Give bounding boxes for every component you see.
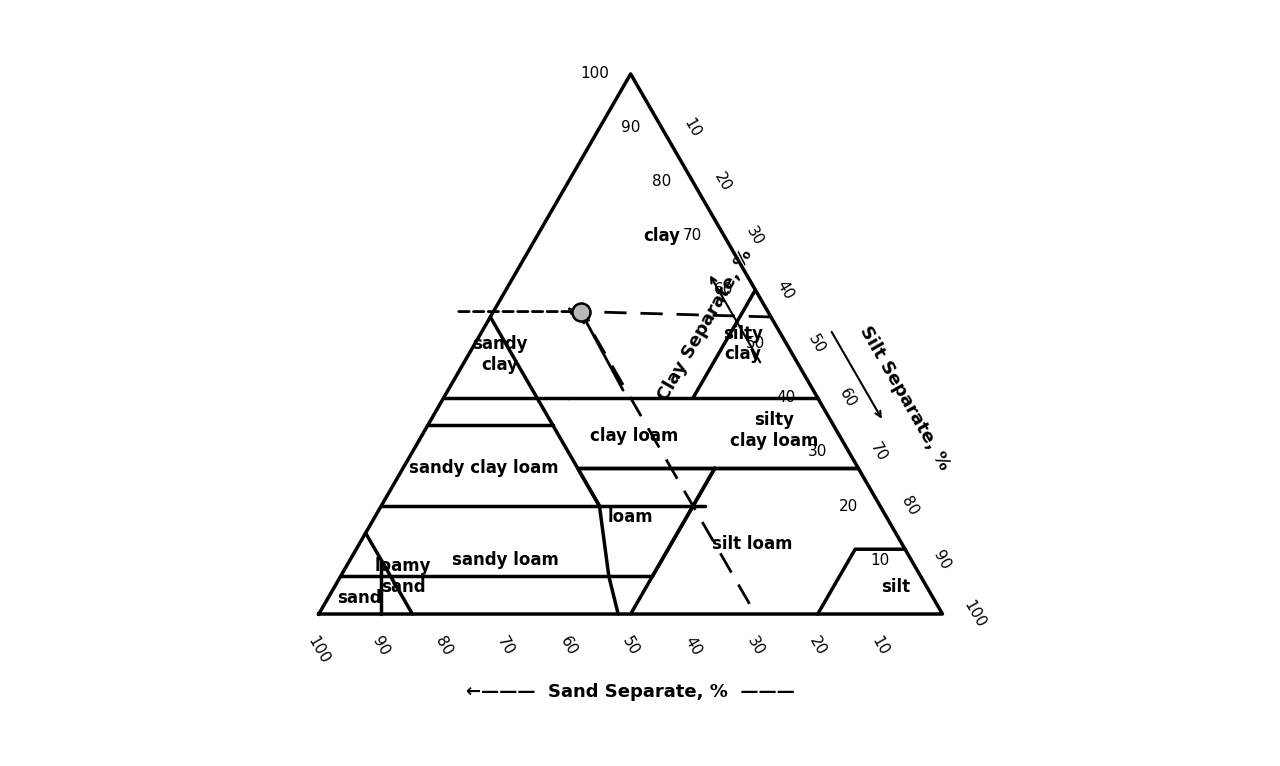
Text: clay: clay bbox=[644, 227, 681, 245]
Text: silt loam: silt loam bbox=[712, 535, 792, 553]
Text: 40: 40 bbox=[774, 278, 796, 302]
Text: sandy
clay: sandy clay bbox=[472, 336, 527, 374]
Text: sand: sand bbox=[337, 589, 381, 607]
Text: 80: 80 bbox=[433, 634, 454, 658]
Text: 60: 60 bbox=[557, 634, 580, 658]
Text: Silt Separate, %: Silt Separate, % bbox=[856, 322, 954, 473]
Text: 100: 100 bbox=[305, 634, 333, 666]
Text: 100: 100 bbox=[580, 67, 609, 81]
Text: 20: 20 bbox=[806, 634, 829, 658]
Text: 20: 20 bbox=[712, 170, 735, 194]
Text: silty
clay: silty clay bbox=[723, 325, 763, 363]
Text: 70: 70 bbox=[868, 440, 891, 464]
Text: 40: 40 bbox=[777, 391, 796, 405]
Text: 70: 70 bbox=[494, 634, 517, 658]
Text: 30: 30 bbox=[742, 224, 765, 248]
Text: 40: 40 bbox=[682, 634, 704, 658]
Text: 10: 10 bbox=[870, 552, 890, 568]
Text: 20: 20 bbox=[838, 499, 859, 513]
Text: 50: 50 bbox=[620, 634, 643, 658]
Text: 60: 60 bbox=[836, 386, 859, 410]
Text: sandy clay loam: sandy clay loam bbox=[410, 459, 559, 477]
Text: 50: 50 bbox=[745, 336, 764, 352]
Text: 100: 100 bbox=[961, 597, 988, 630]
Text: 60: 60 bbox=[714, 283, 733, 297]
Text: loamy
sand: loamy sand bbox=[375, 557, 431, 596]
Text: 70: 70 bbox=[684, 228, 703, 244]
Text: silt: silt bbox=[881, 578, 910, 596]
Text: silty
clay loam: silty clay loam bbox=[730, 411, 818, 450]
Text: 50: 50 bbox=[805, 332, 828, 356]
Text: sandy loam: sandy loam bbox=[452, 551, 559, 569]
Text: 90: 90 bbox=[931, 548, 952, 572]
Text: 90: 90 bbox=[621, 120, 640, 136]
Text: 10: 10 bbox=[869, 634, 891, 658]
Text: 80: 80 bbox=[899, 494, 922, 518]
Text: 10: 10 bbox=[681, 116, 703, 140]
Text: 90: 90 bbox=[370, 634, 393, 658]
Text: 80: 80 bbox=[652, 175, 671, 189]
Text: 30: 30 bbox=[744, 634, 767, 658]
Text: clay loam: clay loam bbox=[590, 427, 678, 445]
Text: ←———  Sand Separate, %  ———: ←——— Sand Separate, % ——— bbox=[466, 683, 795, 701]
Text: Clay Separate, %: Clay Separate, % bbox=[654, 247, 756, 404]
Text: loam: loam bbox=[608, 508, 654, 525]
Text: 30: 30 bbox=[808, 444, 827, 460]
